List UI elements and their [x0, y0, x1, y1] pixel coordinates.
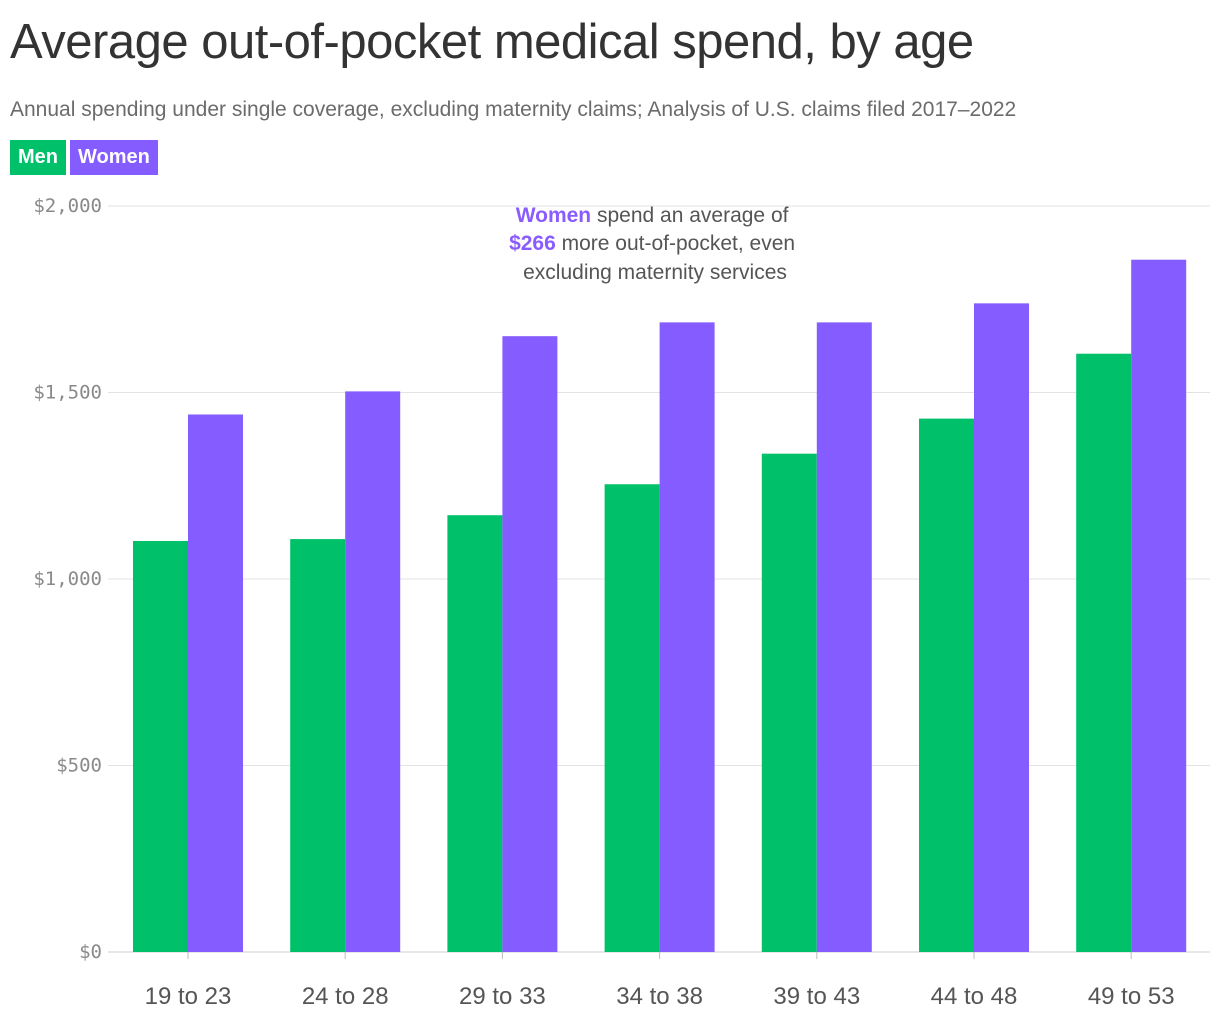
bar-men-6 — [919, 418, 974, 952]
x-tick-label: 49 to 53 — [1088, 983, 1175, 1010]
y-tick-label: $0 — [79, 941, 102, 963]
chart-title: Average out-of-pocket medical spend, by … — [10, 15, 974, 69]
chart-subtitle: Annual spending under single coverage, e… — [10, 98, 1017, 121]
legend-item-women: Women — [70, 140, 158, 175]
y-tick-label: $1,000 — [33, 568, 102, 590]
y-axis: $0 $500 $1,000 $1,500 $2,000 — [33, 195, 102, 963]
bar-men-7 — [1076, 353, 1132, 952]
bar-women-4 — [659, 322, 715, 953]
annotation-highlight-women: Women — [516, 204, 591, 227]
bar-men-5 — [761, 453, 817, 952]
bar-men-1 — [133, 540, 188, 952]
bar-women-5 — [816, 322, 872, 953]
annotation-line-3: excluding maternity services — [523, 261, 787, 284]
bars — [133, 259, 1187, 953]
bar-men-2 — [290, 539, 346, 952]
x-tick-label: 34 to 38 — [616, 983, 703, 1010]
y-tick-label: $500 — [56, 755, 102, 777]
x-tick-label: 39 to 43 — [773, 983, 860, 1010]
y-tick-label: $2,000 — [33, 195, 102, 217]
legend-item-men: Men — [10, 140, 66, 175]
legend: Men Women — [10, 140, 158, 175]
annotation-line-1: Women spend an average of — [516, 204, 789, 227]
bar-men-4 — [604, 484, 660, 952]
bar-men-3 — [447, 515, 503, 952]
bar-women-1 — [188, 414, 243, 953]
x-tick-label: 44 to 48 — [931, 983, 1018, 1010]
y-tick-label: $1,500 — [33, 382, 102, 404]
annotation: Women spend an average of $266 more out-… — [509, 204, 801, 284]
x-tick-label: 24 to 28 — [302, 983, 389, 1010]
annotation-highlight-amount: $266 — [509, 232, 556, 255]
bar-women-6 — [974, 303, 1029, 952]
x-tick-label: 19 to 23 — [145, 983, 232, 1010]
bar-women-7 — [1131, 259, 1187, 952]
annotation-line-2: $266 more out-of-pocket, even — [509, 232, 795, 255]
x-axis: 19 to 23 24 to 28 29 to 33 34 to 38 39 to 43… — [145, 952, 1175, 1010]
bar-women-2 — [345, 391, 401, 953]
bar-women-3 — [502, 336, 558, 952]
x-tick-label: 29 to 33 — [459, 983, 546, 1010]
